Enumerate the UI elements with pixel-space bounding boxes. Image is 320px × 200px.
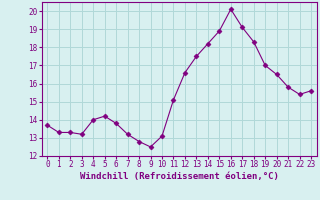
X-axis label: Windchill (Refroidissement éolien,°C): Windchill (Refroidissement éolien,°C) (80, 172, 279, 181)
